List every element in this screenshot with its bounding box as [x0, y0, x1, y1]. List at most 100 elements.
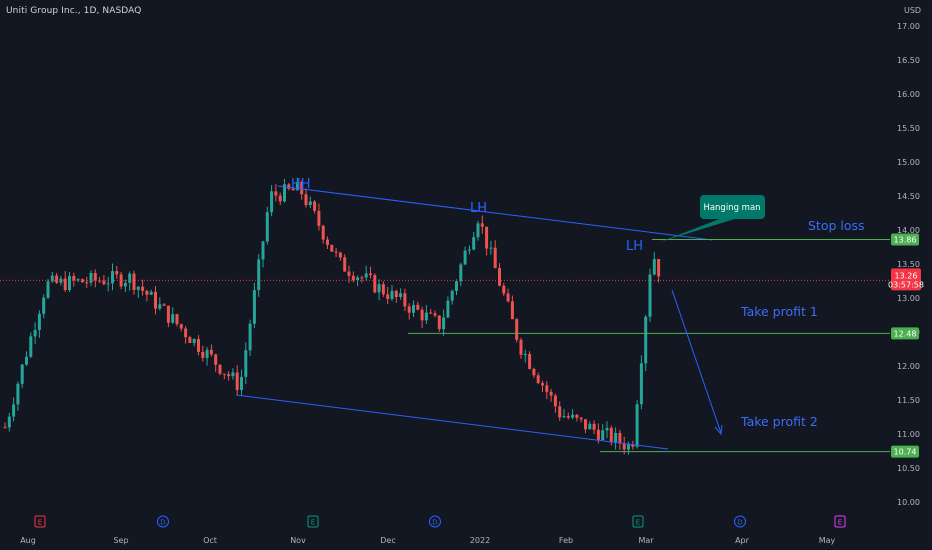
- candle-body: [235, 372, 239, 391]
- candle: [381, 281, 385, 297]
- candle-body: [558, 406, 562, 418]
- event-badge-frame: [429, 515, 441, 528]
- candle: [111, 263, 114, 291]
- candle-body: [321, 225, 325, 240]
- hanging-man-callout[interactable]: [700, 195, 765, 219]
- candle: [403, 288, 407, 312]
- candle: [115, 265, 119, 279]
- candle-body: [106, 283, 110, 285]
- earnings-event-icon[interactable]: E: [34, 515, 46, 528]
- stop-loss-tag: 13.86: [891, 233, 919, 246]
- candle-body: [244, 350, 248, 377]
- candle-body: [648, 274, 652, 317]
- candle: [343, 254, 347, 272]
- candle-body: [33, 330, 37, 337]
- candle: [605, 421, 609, 438]
- candle-body: [373, 275, 377, 293]
- candle-body: [184, 328, 188, 338]
- candle-body: [295, 181, 299, 191]
- projection-arrow[interactable]: [671, 289, 722, 434]
- dividend-event-icon[interactable]: D: [734, 515, 746, 528]
- candle-body: [283, 184, 286, 202]
- candle-body: [360, 277, 364, 279]
- candle: [205, 347, 209, 366]
- earnings-event-icon[interactable]: E: [307, 515, 319, 528]
- take-profit-2-tag-box: [891, 445, 919, 458]
- candle: [7, 412, 11, 432]
- take-profit-1-tag-value: 12.48: [894, 329, 917, 338]
- candle: [209, 344, 213, 357]
- candle: [283, 178, 286, 203]
- candle: [102, 274, 106, 286]
- drawings-layer: Hanging man HH LH LH Stop loss Take profit 1 T…: [0, 177, 890, 453]
- candle: [450, 289, 454, 305]
- candle-body: [270, 191, 274, 213]
- candle: [437, 315, 441, 332]
- candle-body: [528, 354, 532, 369]
- event-letter: E: [838, 519, 842, 527]
- time-axis[interactable]: Aug Sep Oct Nov Dec 2022 Feb Mar Apr May: [20, 536, 835, 545]
- candle: [592, 420, 596, 435]
- candle-body: [351, 275, 355, 281]
- take-profit-2-label: Take profit 2: [740, 414, 818, 429]
- stop-loss-tag-value: 13.86: [894, 236, 917, 245]
- candle: [37, 310, 41, 338]
- event-badge-frame: [157, 515, 169, 528]
- dividend-event-icon[interactable]: D: [429, 515, 441, 528]
- candle-body: [115, 271, 119, 275]
- candle: [575, 413, 579, 422]
- candle: [459, 262, 463, 286]
- candle: [240, 369, 243, 396]
- price-axis[interactable]: 17.00 16.50 16.00 15.50 15.00 14.50 14.00 13.50…: [897, 22, 920, 507]
- earnings-event-icon[interactable]: E: [632, 515, 644, 528]
- current-price-value: 13.26: [895, 271, 918, 280]
- candle-body: [575, 414, 579, 418]
- candle-body: [532, 368, 536, 376]
- candle: [136, 286, 140, 299]
- candle: [55, 272, 59, 284]
- candlestick-series: [3, 177, 661, 455]
- candle-body: [536, 375, 540, 384]
- time-tick: Apr: [735, 536, 750, 545]
- candle-body: [330, 244, 334, 252]
- candle-body: [562, 416, 566, 418]
- candle-body: [386, 294, 390, 299]
- price-tick: 10.00: [897, 498, 920, 507]
- dividend-event-icon[interactable]: D: [157, 515, 169, 528]
- candle-body: [377, 284, 381, 293]
- candle-body: [605, 427, 609, 431]
- candle-body: [171, 314, 175, 323]
- candle: [244, 342, 248, 385]
- candle: [179, 323, 183, 332]
- candle-body: [369, 273, 372, 276]
- hh-label: HH: [291, 177, 311, 192]
- candle: [175, 313, 179, 327]
- candle: [515, 318, 519, 343]
- event-badge-frame: [307, 515, 319, 528]
- symbol-title[interactable]: Uniti Group Inc., 1D, NASDAQ: [6, 6, 142, 16]
- take-profit-2-tag: 10.74: [891, 445, 919, 458]
- price-tick: 13.00: [897, 294, 920, 303]
- candle-body: [334, 251, 338, 253]
- candle-body: [257, 259, 261, 291]
- bar-countdown: 03:57:58: [888, 280, 924, 289]
- candle-body: [326, 239, 329, 245]
- candle-body: [450, 290, 454, 301]
- candle: [93, 269, 97, 288]
- candle-body: [42, 297, 46, 314]
- candle-body: [635, 404, 639, 447]
- lower-trendline[interactable]: [235, 394, 669, 450]
- candle-body: [154, 291, 157, 309]
- upper-trendline[interactable]: [277, 185, 713, 241]
- lh-label-2: LH: [626, 239, 643, 254]
- price-tick: 17.00: [897, 22, 920, 31]
- time-tick: Oct: [203, 536, 217, 545]
- candle-body: [37, 313, 41, 331]
- earnings-event-icon[interactable]: E: [834, 515, 846, 528]
- candle: [584, 419, 587, 433]
- candle: [614, 427, 618, 450]
- candle-body: [98, 280, 102, 282]
- candle-body: [149, 291, 153, 295]
